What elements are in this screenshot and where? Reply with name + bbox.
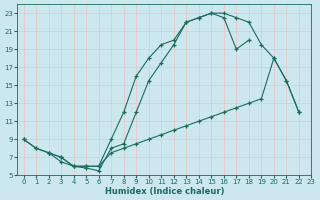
X-axis label: Humidex (Indice chaleur): Humidex (Indice chaleur) (105, 187, 224, 196)
